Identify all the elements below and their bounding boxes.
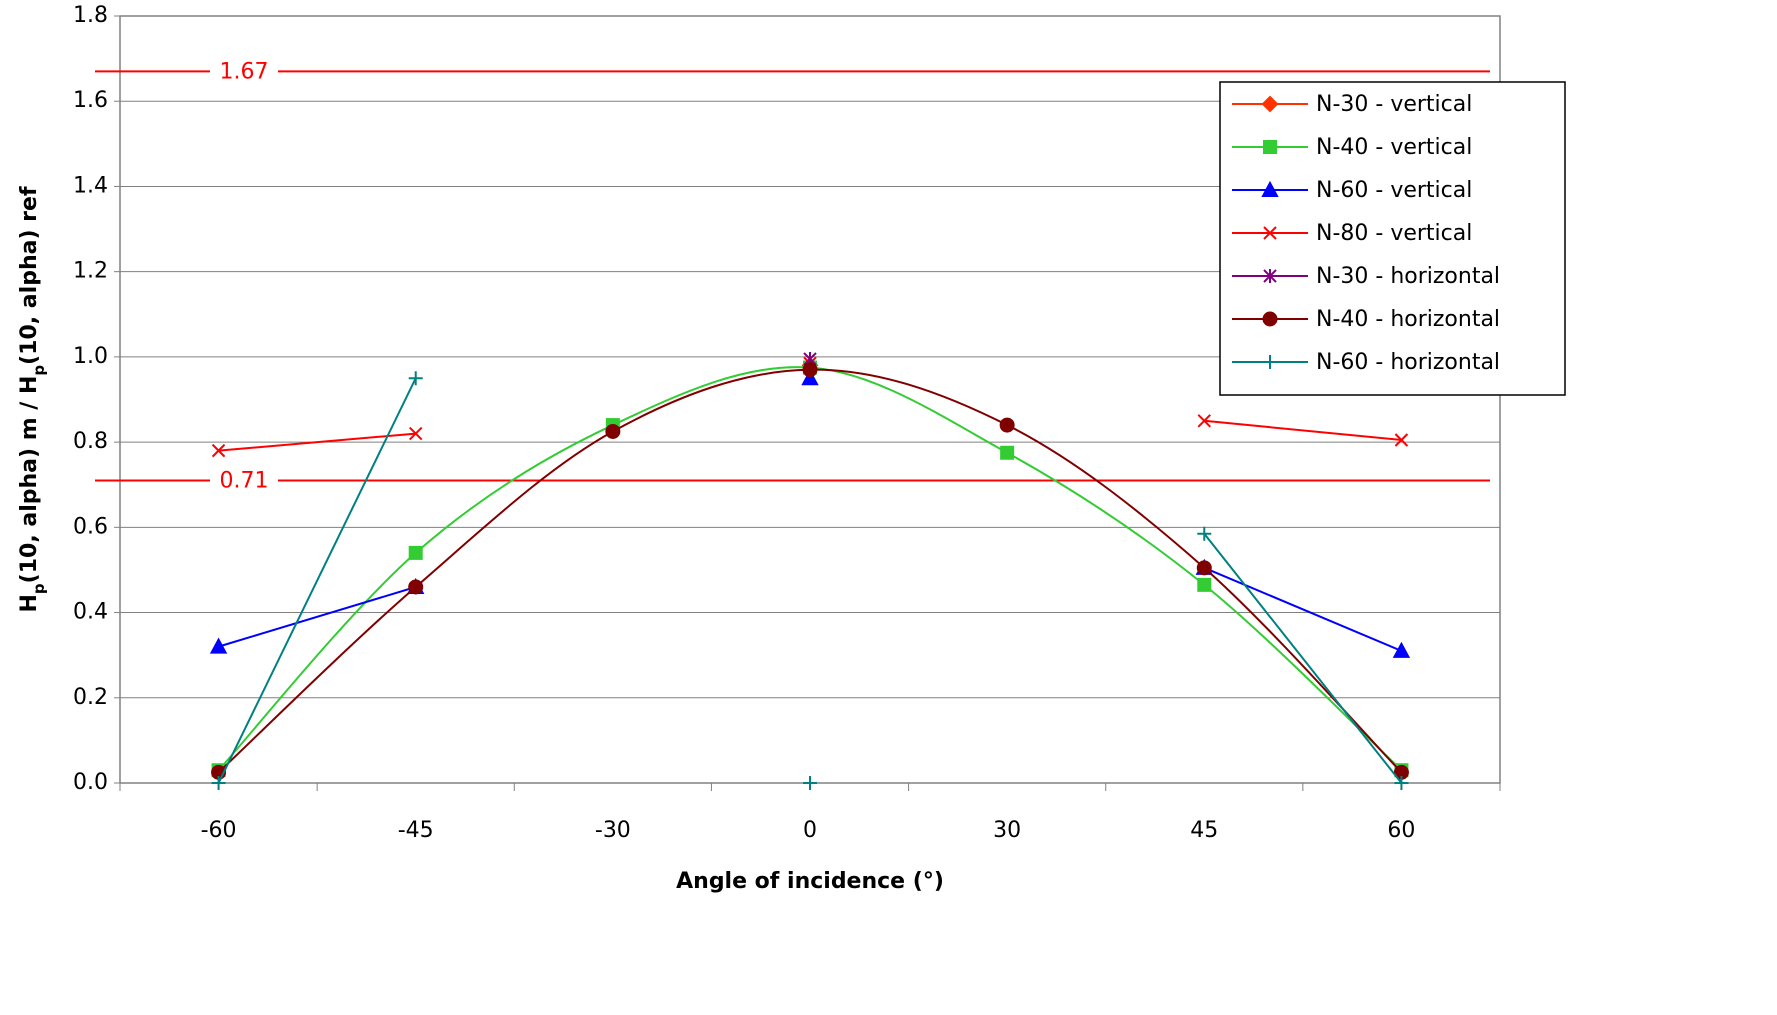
legend-label: N-40 - vertical (1316, 135, 1472, 160)
legend-label: N-60 - vertical (1316, 178, 1472, 203)
marker (1197, 577, 1212, 592)
y-tick-label: 1.6 (73, 88, 108, 113)
y-tick-label: 1.2 (73, 259, 108, 284)
y-axis-title-part: (10, alpha) ref (17, 186, 42, 365)
marker (1000, 445, 1015, 460)
reference-label: 0.71 (220, 468, 269, 493)
marker (1263, 140, 1277, 154)
marker (802, 362, 818, 378)
reference-label-bg (210, 467, 278, 494)
y-tick-label: 1.4 (73, 173, 108, 198)
y-axis-title: Hp(10, alpha) m / Hp(10, alpha) ref (17, 186, 48, 612)
marker (803, 776, 817, 790)
marker (409, 426, 423, 441)
y-tick-label: 0.8 (73, 429, 108, 454)
marker (1394, 776, 1409, 790)
series-line (218, 419, 1402, 452)
x-tick-label: 45 (1190, 818, 1218, 843)
y-axis-title-part: p (30, 365, 48, 376)
y-axis-title-part: (10, alpha) m / H (17, 376, 42, 584)
legend-label: N-40 - horizontal (1316, 307, 1500, 332)
series-line (217, 366, 1403, 771)
legend-label: N-30 - horizontal (1316, 264, 1500, 289)
y-tick-label: 1.0 (73, 344, 108, 369)
marker (999, 417, 1015, 433)
x-tick-label: -45 (398, 818, 434, 843)
marker (1394, 433, 1409, 447)
marker (211, 443, 226, 458)
y-tick-label: 1.8 (73, 3, 108, 28)
x-tick-label: -30 (595, 818, 631, 843)
marker (211, 776, 226, 790)
marker (1262, 311, 1278, 327)
marker (801, 369, 819, 386)
marker (408, 371, 423, 386)
series-line (218, 566, 1402, 652)
legend-label: N-30 - vertical (1316, 92, 1472, 117)
marker (209, 637, 228, 654)
reference-label-bg (210, 58, 278, 85)
legend-box (1219, 81, 1566, 396)
marker (1263, 269, 1277, 283)
x-tick-label: 0 (803, 818, 817, 843)
y-tick-label: 0.2 (73, 685, 108, 710)
marker (1196, 560, 1212, 576)
y-tick-label: 0.6 (73, 514, 108, 539)
reference-label: 1.67 (220, 59, 269, 84)
x-tick-label: -60 (201, 818, 237, 843)
marker (1263, 226, 1277, 240)
y-axis-title-part: H (17, 594, 42, 612)
y-tick-label: 0.4 (73, 600, 108, 625)
marker (605, 423, 621, 439)
y-axis-title-part: p (30, 583, 48, 594)
marker (1263, 355, 1277, 369)
marker (1197, 526, 1212, 541)
legend-label: N-60 - horizontal (1316, 350, 1500, 375)
legend-label: N-80 - vertical (1316, 221, 1472, 246)
marker (1392, 641, 1411, 658)
x-tick-label: 30 (993, 818, 1021, 843)
x-tick-label: 60 (1387, 818, 1415, 843)
series-line (217, 377, 1403, 784)
marker (1261, 95, 1279, 113)
marker (1197, 414, 1211, 428)
marker (408, 579, 424, 595)
marker (1261, 180, 1279, 197)
marker (408, 545, 423, 560)
y-tick-label: 0.0 (73, 770, 108, 795)
x-axis-title: Angle of incidence (°) (676, 869, 944, 894)
